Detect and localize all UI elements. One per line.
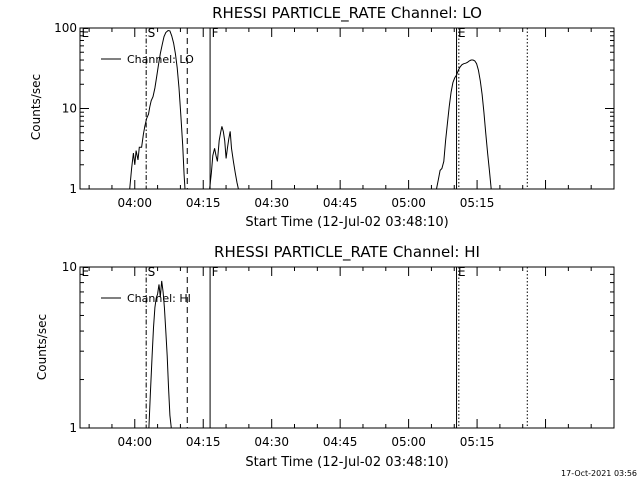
marker-label: S: [148, 26, 156, 40]
x-axis: 04:00 04:15 04:30 04:45 05:00 05:15: [88, 28, 615, 210]
x-tick-label: 05:15: [460, 196, 495, 210]
panel-hi: RHESSI PARTICLE_RATE Channel: HI Counts/…: [35, 243, 615, 470]
x-tick-label: 04:45: [323, 435, 358, 449]
x-tick-label: 04:00: [117, 196, 152, 210]
series-line-1: [148, 280, 172, 429]
y-tick-label: 10: [62, 102, 77, 116]
marker-label: E: [458, 26, 466, 40]
x-tick-label: 05:00: [391, 196, 426, 210]
y-axis-label: Counts/sec: [35, 314, 49, 380]
x-tick-label: 04:30: [254, 196, 289, 210]
series-group: [148, 280, 172, 429]
marker-label: E: [82, 26, 90, 40]
x-tick-label: 04:00: [117, 435, 152, 449]
y-axis: 1 10: [62, 260, 614, 435]
x-tick-label: 04:45: [323, 196, 358, 210]
x-axis-label: Start Time (12-Jul-02 03:48:10): [245, 455, 448, 470]
x-axis-label: Start Time (12-Jul-02 03:48:10): [245, 215, 448, 230]
marker-label: E: [82, 265, 90, 279]
y-tick-label: 100: [54, 21, 77, 35]
legend: Channel: LO: [101, 53, 194, 66]
series-line-2: [209, 126, 239, 190]
panel-lo: RHESSI PARTICLE_RATE Channel: LO Counts/…: [29, 4, 615, 230]
timestamp: 17-Oct-2021 03:56: [561, 469, 637, 478]
chart-title: RHESSI PARTICLE_RATE Channel: LO: [212, 4, 482, 23]
x-tick-label: 05:15: [460, 435, 495, 449]
legend-label: Channel: LO: [127, 53, 194, 66]
marker-label: F: [212, 265, 219, 279]
y-tick-label: 1: [69, 421, 77, 435]
legend-label: Channel: HI: [127, 292, 191, 305]
y-tick-label: 1: [69, 182, 77, 196]
x-tick-label: 05:00: [391, 435, 426, 449]
plot-frame: [79, 266, 615, 429]
marker-label: F: [212, 26, 219, 40]
x-tick-label: 04:15: [186, 196, 221, 210]
chart-title: RHESSI PARTICLE_RATE Channel: HI: [214, 243, 480, 262]
series-group: [129, 29, 492, 190]
y-axis-label: Counts/sec: [29, 74, 43, 140]
series-line-1: [129, 29, 186, 190]
x-tick-label: 04:30: [254, 435, 289, 449]
legend: Channel: HI: [101, 292, 191, 305]
y-tick-label: 10: [62, 260, 77, 274]
marker-label: E: [458, 265, 466, 279]
series-line-3: [436, 59, 492, 190]
plot-frame: [79, 27, 615, 190]
y-axis: 1 10 100: [54, 21, 614, 196]
marker-label: S: [148, 265, 156, 279]
x-tick-label: 04:15: [186, 435, 221, 449]
